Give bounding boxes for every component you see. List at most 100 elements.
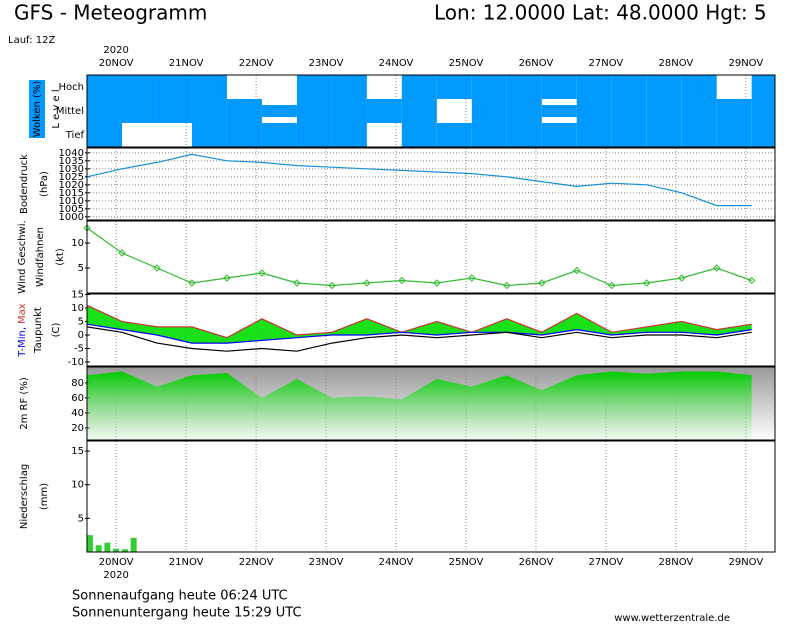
x-tick-label: 29NOV <box>728 557 763 568</box>
wind-point <box>153 264 161 272</box>
cloud-cell <box>716 123 752 147</box>
line <box>86 326 752 352</box>
x-tick-label: 22NOV <box>239 557 274 568</box>
cloud-cell <box>681 123 717 147</box>
cloud-cell <box>646 75 682 99</box>
wind-point <box>678 274 686 282</box>
bar <box>130 537 137 552</box>
cloud-cell <box>331 123 367 147</box>
cloud-cell <box>611 123 647 147</box>
x-tick-label: 27NOV <box>589 557 624 568</box>
cloud-cell <box>121 99 157 123</box>
x-tick-label: 25NOV <box>449 58 484 69</box>
y-tick-label: 40 <box>71 408 84 419</box>
y-tick-label: 0 <box>78 330 84 341</box>
x-tick-label: 24NOV <box>379 58 414 69</box>
wind-point <box>468 274 476 282</box>
y-tick-label: -10 <box>68 357 84 368</box>
cloud-cell <box>471 123 507 147</box>
wind-point <box>747 276 756 285</box>
wind-point <box>538 279 546 287</box>
y-tick-label: 1015 <box>59 188 84 199</box>
y-axis-label: L e v e l <box>51 89 62 128</box>
y-tick-label: 1005 <box>59 204 84 215</box>
y-axis-label: Taupunkt <box>33 307 44 354</box>
wind-point <box>118 249 126 257</box>
cloud-cell <box>156 99 192 123</box>
temp-range <box>87 305 752 344</box>
cloud-cell <box>471 75 507 99</box>
panel-frame <box>86 147 776 221</box>
y-axis-label: Windfahnen <box>35 227 46 287</box>
line <box>86 304 752 339</box>
cloud-cell <box>611 99 647 123</box>
x-tick-label: 21NOV <box>169 58 204 69</box>
label-bg <box>29 80 45 138</box>
y-tick-label: 15 <box>71 446 84 457</box>
cloud-cell <box>331 75 367 99</box>
y-tick-label: 1025 <box>59 172 84 183</box>
cloud-cell <box>191 99 227 123</box>
x-tick-label: 23NOV <box>309 58 344 69</box>
y-tick-label: 60 <box>71 393 84 404</box>
cloud-cell <box>226 123 262 147</box>
cloud-cell <box>751 75 775 99</box>
cloud-cell <box>681 75 717 99</box>
level-label: Tief <box>65 130 85 141</box>
bar <box>121 549 128 552</box>
cloud-cell <box>576 99 612 123</box>
wind-point <box>643 279 651 287</box>
line <box>86 323 752 344</box>
panel-frame <box>86 220 776 294</box>
x-tick-label: 29NOV <box>728 58 763 69</box>
wind-point <box>712 264 721 272</box>
x-tick-label: 23NOV <box>309 557 344 568</box>
y-tick-label: 80 <box>71 378 84 389</box>
x-tick-label: 26NOV <box>519 58 554 69</box>
cloud-cell <box>156 75 192 99</box>
cloud-cell <box>751 123 775 147</box>
area <box>87 371 752 440</box>
y-axis-label: (hPa) <box>39 171 50 197</box>
level-label: Mittel <box>56 106 84 117</box>
cloud-cell <box>296 75 332 99</box>
cloud-cell <box>261 123 297 147</box>
cloud-cell <box>506 99 542 123</box>
x-tick-label: 27NOV <box>589 58 624 69</box>
cloud-cell <box>226 99 262 123</box>
cloud-cell <box>87 75 122 99</box>
y-tick-label: 10 <box>71 238 84 249</box>
level-label: Hoch <box>59 82 84 93</box>
cloud-cell <box>401 123 437 147</box>
bar <box>95 545 102 552</box>
cloud-cell <box>331 99 367 123</box>
wind-point <box>363 279 371 287</box>
y-tick-label: 5 <box>78 513 84 524</box>
location: Lon: 12.0000 Lat: 48.0000 Hgt: 5 <box>434 1 767 25</box>
wind-point <box>398 276 406 285</box>
panel-frame <box>86 440 776 553</box>
cloud-cell <box>576 75 612 99</box>
title: GFS - Meteogramm <box>14 1 207 25</box>
x-tick-label: 21NOV <box>169 557 204 568</box>
y-tick-label: 1035 <box>59 156 84 167</box>
run: Lauf: 12Z <box>8 35 55 46</box>
cloud-cell <box>121 75 157 99</box>
wind-point <box>608 281 616 290</box>
label-part: Max <box>17 303 28 324</box>
y-tick-label: 10 <box>71 480 84 491</box>
wind-point <box>188 279 196 287</box>
y-tick-label: -5 <box>74 343 84 354</box>
cloud-cell <box>576 123 612 147</box>
y-axis-label: T-Min, Max <box>17 303 28 357</box>
bar <box>104 542 111 552</box>
y-tick-label: 15 <box>71 290 84 301</box>
y-tick-label: 5 <box>78 317 84 328</box>
x-tick-label: 22NOV <box>239 58 274 69</box>
x-tick-label: 28NOV <box>659 557 694 568</box>
panel-frame <box>86 366 776 441</box>
cloud-cell <box>751 99 775 123</box>
y-tick-label: 10 <box>71 303 84 314</box>
cloud-cell <box>646 123 682 147</box>
wind-point <box>328 281 336 290</box>
